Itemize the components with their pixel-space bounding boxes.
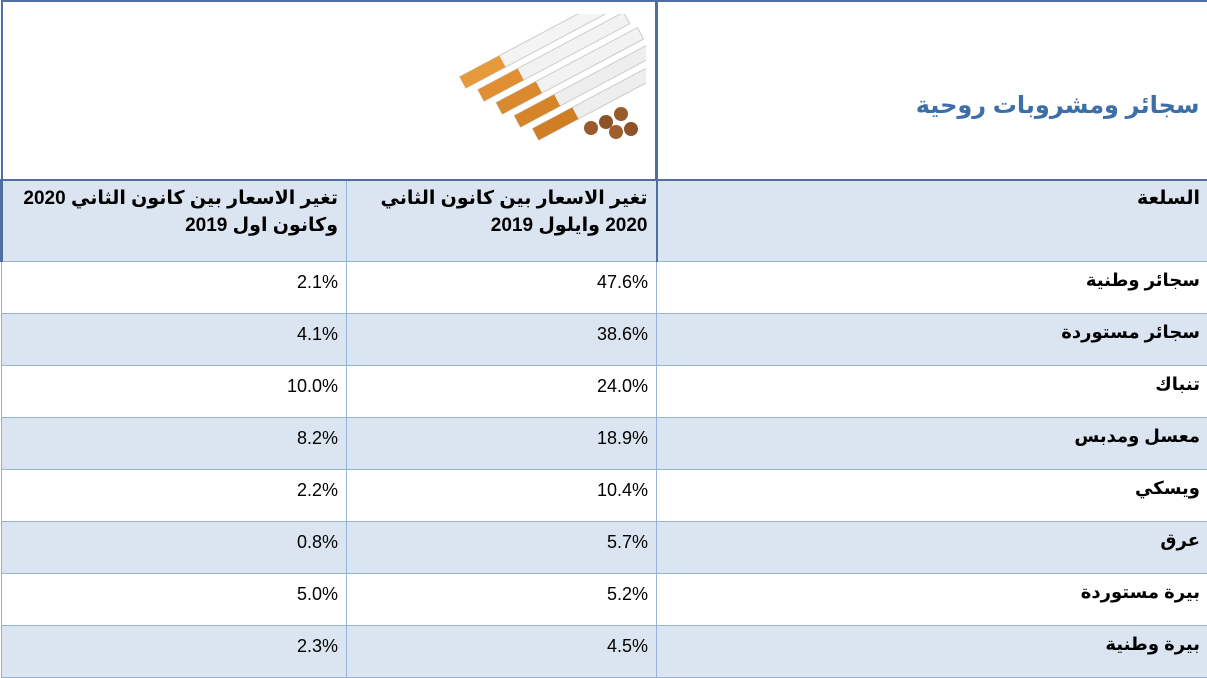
- item-cell: بيرة مستوردة: [657, 574, 1207, 626]
- header-cell: تغير الاسعار بين كانون الثاني 2020 وكانو…: [2, 180, 347, 262]
- value-cell: 2.2%: [2, 470, 347, 522]
- value-cell: 10.0%: [2, 366, 347, 418]
- value-cell: 10.4%: [347, 470, 657, 522]
- page: سجائر ومشروبات روحية: [0, 0, 1207, 562]
- header-row: السلعة تغير الاسعار بين كانون الثاني 202…: [2, 180, 1207, 262]
- item-cell: سجائر مستوردة: [657, 314, 1207, 366]
- item-cell: معسل ومدبس: [657, 418, 1207, 470]
- item-cell: بيرة وطنية: [657, 626, 1207, 678]
- header-cell: السلعة: [657, 180, 1207, 262]
- value-cell: 8.2%: [2, 418, 347, 470]
- value-cell: 5.2%: [347, 574, 657, 626]
- value-cell: 0.8%: [2, 522, 347, 574]
- value-cell: 5.0%: [2, 574, 347, 626]
- cigarettes-image: [451, 14, 646, 142]
- value-cell: 4.5%: [347, 626, 657, 678]
- item-cell: عرق: [657, 522, 1207, 574]
- title-cell: سجائر ومشروبات روحية: [657, 1, 1207, 180]
- image-cell: [2, 1, 657, 180]
- value-cell: 2.1%: [2, 262, 347, 314]
- value-cell: 38.6%: [347, 314, 657, 366]
- item-cell: ويسكي: [657, 470, 1207, 522]
- item-cell: سجائر وطنية: [657, 262, 1207, 314]
- title-row: سجائر ومشروبات روحية: [2, 1, 1207, 180]
- value-cell: 4.1%: [2, 314, 347, 366]
- value-cell: 24.0%: [347, 366, 657, 418]
- value-cell: 5.7%: [347, 522, 657, 574]
- value-cell: 2.3%: [2, 626, 347, 678]
- value-cell: 47.6%: [347, 262, 657, 314]
- item-cell: تنباك: [657, 366, 1207, 418]
- title: سجائر ومشروبات روحية: [916, 92, 1200, 119]
- value-cell: 18.9%: [347, 418, 657, 470]
- header-cell: تغير الاسعار بين كانون الثاني 2020 وايلو…: [347, 180, 657, 262]
